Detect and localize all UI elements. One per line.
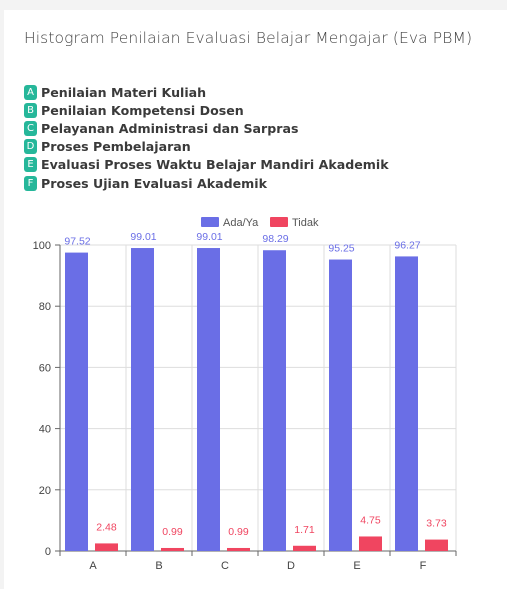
category-item-f: F Proses Ujian Evaluasi Akademik (24, 174, 389, 192)
legend-label-ada-ya: Ada/Ya (223, 217, 259, 229)
category-label: Penilaian Kompetensi Dosen (41, 102, 244, 118)
x-tick-label: D (287, 560, 295, 572)
bar-ada-ya (263, 250, 286, 551)
x-tick-label: B (155, 560, 162, 572)
data-label-ada-ya: 99.01 (130, 231, 156, 243)
category-label: Pelayanan Administrasi dan Sarpras (41, 120, 299, 136)
bar-ada-ya (131, 248, 154, 551)
data-label-tidak: 3.73 (426, 518, 447, 530)
legend-label-tidak: Tidak (292, 217, 319, 229)
category-item-d: D Proses Pembelajaran (24, 138, 389, 156)
x-tick-label: A (89, 560, 97, 572)
y-tick-label: 20 (39, 485, 51, 497)
bar-tidak (359, 536, 382, 551)
legend-swatch-ada-ya (201, 217, 219, 227)
category-badge: B (24, 102, 37, 118)
page-title: Histogram Penilaian Evaluasi Belajar Men… (24, 29, 473, 47)
data-label-tidak: 4.75 (360, 514, 381, 526)
bar-tidak (425, 539, 448, 551)
bar-ada-ya (395, 256, 418, 551)
bar-tidak (227, 547, 250, 551)
y-tick-label: 60 (39, 362, 51, 374)
data-label-ada-ya: 97.52 (64, 236, 90, 248)
data-label-ada-ya: 98.29 (262, 233, 288, 245)
category-item-e: E Evaluasi Proses Waktu Belajar Mandiri … (24, 156, 389, 174)
data-label-ada-ya: 99.01 (196, 231, 222, 243)
category-label: Proses Pembelajaran (41, 139, 191, 155)
data-label-tidak: 2.48 (96, 521, 117, 533)
bar-ada-ya (65, 252, 88, 551)
category-item-b: B Penilaian Kompetensi Dosen (24, 101, 389, 119)
category-legend: A Penilaian Materi Kuliah B Penilaian Ko… (24, 83, 389, 192)
category-badge: D (24, 139, 37, 155)
y-tick-label: 40 (39, 424, 51, 436)
bar-ada-ya (329, 259, 352, 551)
category-item-a: A Penilaian Materi Kuliah (24, 83, 389, 101)
y-tick-label: 80 (39, 301, 51, 313)
bar-tidak (95, 543, 118, 551)
category-label: Penilaian Materi Kuliah (41, 84, 207, 100)
data-label-tidak: 0.99 (162, 526, 183, 538)
data-label-tidak: 0.99 (228, 526, 249, 538)
data-label-ada-ya: 95.25 (328, 243, 354, 255)
y-tick-label: 0 (45, 546, 51, 558)
x-tick-label: F (420, 560, 427, 572)
legend-swatch-tidak (270, 217, 288, 227)
x-tick-label: C (221, 560, 229, 572)
category-badge: F (24, 175, 37, 191)
category-badge: E (24, 157, 37, 173)
bar-tidak (161, 547, 184, 551)
category-badge: A (24, 84, 37, 100)
x-tick-label: E (353, 560, 360, 572)
data-label-tidak: 1.71 (294, 524, 315, 536)
category-label: Proses Ujian Evaluasi Akademik (41, 175, 267, 191)
chart-card: Histogram Penilaian Evaluasi Belajar Men… (4, 10, 507, 589)
data-label-ada-ya: 96.27 (394, 239, 420, 251)
bar-tidak (293, 545, 316, 551)
bar-ada-ya (197, 248, 220, 551)
category-label: Evaluasi Proses Waktu Belajar Mandiri Ak… (41, 157, 389, 173)
y-tick-label: 100 (33, 240, 51, 252)
category-badge: C (24, 120, 37, 136)
bar-chart: 0 20 40 60 80 100 97.52 2.48 A 99.01 0.99 B 99.01 0.9… (33, 217, 457, 572)
category-item-c: C Pelayanan Administrasi dan Sarpras (24, 119, 389, 137)
